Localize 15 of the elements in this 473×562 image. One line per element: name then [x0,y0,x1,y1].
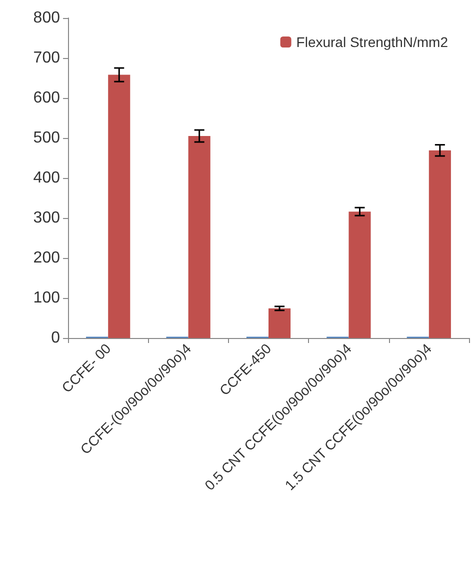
bar [348,212,371,338]
bar [108,74,130,338]
y-tick-label: 300 [33,210,60,226]
y-tick-label: 200 [33,250,60,266]
bar [268,308,291,338]
y-tick-label: 0 [51,330,60,346]
y-tick-label: 500 [33,130,60,146]
y-tick-label: 400 [33,170,60,186]
bar [428,150,451,338]
y-tick-label: 600 [33,90,60,106]
y-tick-label: 100 [33,290,60,306]
y-tick-label: 800 [33,10,60,26]
legend-label: Flexural StrengthN/mm2 [296,34,448,50]
y-tick-label: 700 [33,50,60,66]
bar [188,136,210,338]
